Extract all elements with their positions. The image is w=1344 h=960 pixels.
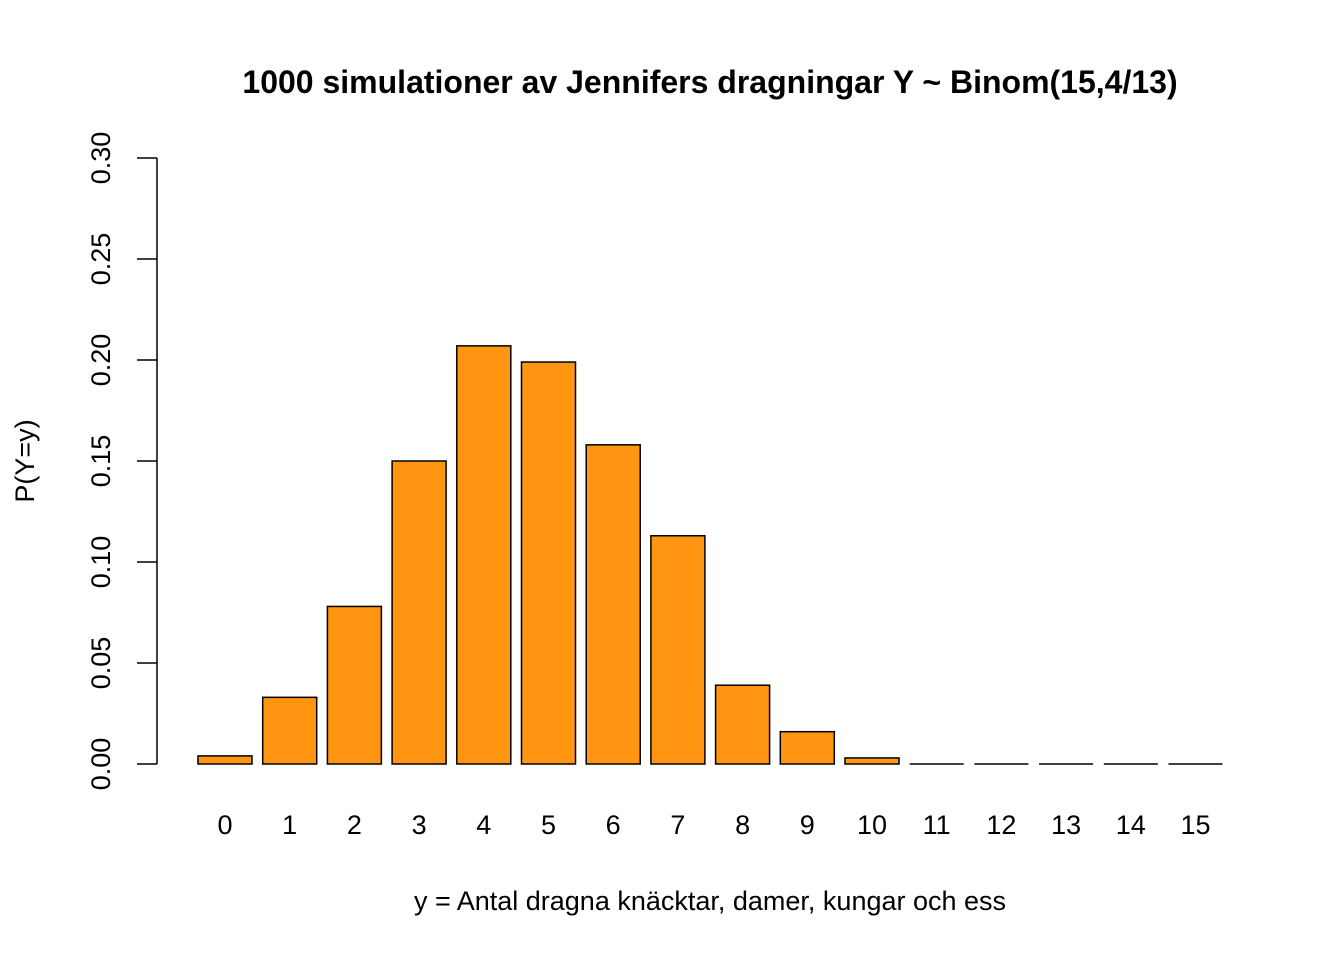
y-tick-label: 0.30 xyxy=(86,132,116,185)
bar-7 xyxy=(650,534,706,765)
bar-4 xyxy=(456,345,512,765)
x-tick-label-6: 6 xyxy=(606,810,621,840)
x-tick-label-12: 12 xyxy=(986,810,1016,840)
x-tick-label-9: 9 xyxy=(800,810,815,840)
bar-1 xyxy=(261,696,318,765)
bars-group xyxy=(197,345,1223,765)
y-axis-label: P(Y=y) xyxy=(10,419,40,502)
y-tick-label: 0.00 xyxy=(86,738,116,791)
x-tick-label-2: 2 xyxy=(347,810,362,840)
x-tick-label-13: 13 xyxy=(1051,810,1081,840)
bar-9 xyxy=(779,730,836,765)
bar-3 xyxy=(391,460,447,765)
x-tick-label-0: 0 xyxy=(217,810,232,840)
x-axis-label: y = Antal dragna knäcktar, damer, kungar… xyxy=(414,886,1006,916)
bar-8 xyxy=(714,684,771,765)
x-tick-label-7: 7 xyxy=(670,810,685,840)
x-tick-label-4: 4 xyxy=(476,810,491,840)
x-tick-label-14: 14 xyxy=(1116,810,1146,840)
x-tick-label-3: 3 xyxy=(412,810,427,840)
y-tick-label: 0.15 xyxy=(86,435,116,488)
bar-5 xyxy=(520,361,577,765)
chart-title: 1000 simulationer av Jennifers dragninga… xyxy=(242,64,1177,100)
y-tick-label: 0.10 xyxy=(86,536,116,589)
x-tick-label-5: 5 xyxy=(541,810,556,840)
x-tick-label-11: 11 xyxy=(923,810,951,840)
bar-6 xyxy=(585,444,641,765)
x-tick-label-8: 8 xyxy=(735,810,750,840)
bar-10 xyxy=(844,757,900,765)
bar-2 xyxy=(326,605,383,765)
bar-0 xyxy=(197,755,253,765)
x-tick-label-15: 15 xyxy=(1180,810,1210,840)
y-tick-label: 0.05 xyxy=(86,637,116,690)
y-axis: 0.00 0.05 0.10 0.15 0.20 0.25 0.30 xyxy=(86,132,158,791)
y-tick-label: 0.20 xyxy=(86,334,116,387)
x-tick-label-10: 10 xyxy=(857,810,887,840)
y-tick-label: 0.25 xyxy=(86,233,116,286)
x-tick-label-1: 1 xyxy=(282,810,297,840)
x-tick-labels: 0 1 2 3 4 5 6 7 8 9 10 11 12 13 14 15 xyxy=(217,810,1210,840)
